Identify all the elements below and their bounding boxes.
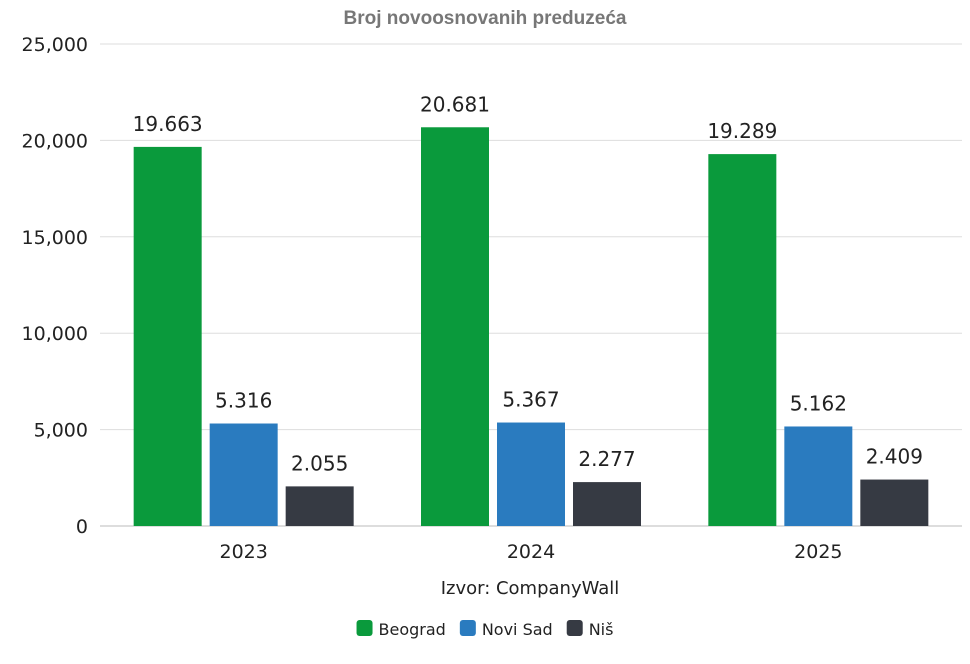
y-tick-label: 0	[76, 516, 88, 538]
x-tick-label: 2023	[219, 541, 267, 563]
y-tick-label: 15,000	[22, 227, 88, 249]
data-label: 5.316	[215, 389, 272, 413]
data-label: 20.681	[420, 92, 490, 116]
legend-swatch	[566, 620, 583, 636]
legend: Beograd Novi Sad Niš	[356, 620, 614, 639]
data-label: 19.663	[133, 112, 203, 136]
data-label: 2.409	[866, 445, 923, 469]
x-axis-ticks: 2023 2024 2025	[219, 541, 842, 563]
legend-item-label: Beograd	[379, 620, 446, 639]
legend-item-label: Niš	[589, 620, 614, 639]
y-tick-label: 5,000	[34, 420, 88, 442]
bar-beograd-2025	[708, 154, 777, 526]
legend-swatch	[459, 620, 476, 636]
data-labels: 19.663 5.316 2.055 20.681 5.367 2.277 19.289 5.…	[133, 92, 923, 475]
x-tick-label: 2025	[794, 541, 842, 563]
data-label: 2.277	[578, 447, 635, 471]
y-axis-ticks: 0 5,000 10,000 15,000 20,000 25,000	[22, 34, 88, 538]
bar-novi-sad-2023	[209, 423, 278, 526]
data-label: 19.289	[707, 119, 777, 143]
bar-ni--2025	[860, 479, 929, 526]
bar-novi-sad-2025	[784, 426, 853, 526]
data-label: 5.367	[502, 388, 559, 412]
data-label: 2.055	[291, 451, 348, 475]
x-axis-label: Izvor: CompanyWall	[441, 578, 620, 599]
bar-ni--2024	[573, 482, 641, 526]
legend-swatch	[356, 620, 373, 636]
legend-item-label: Novi Sad	[482, 620, 553, 639]
bars	[133, 127, 929, 527]
bar-beograd-2024	[421, 127, 489, 526]
y-tick-label: 20,000	[22, 130, 88, 152]
x-tick-label: 2024	[507, 541, 555, 563]
bar-novi-sad-2024	[497, 422, 565, 526]
y-tick-label: 10,000	[22, 323, 88, 345]
bar-beograd-2023	[133, 146, 202, 527]
chart-title: Broj novoosnovanih preduzeća	[344, 8, 627, 29]
data-label: 5.162	[790, 391, 847, 415]
y-tick-label: 25,000	[22, 34, 88, 56]
bar-ni--2023	[285, 486, 354, 526]
